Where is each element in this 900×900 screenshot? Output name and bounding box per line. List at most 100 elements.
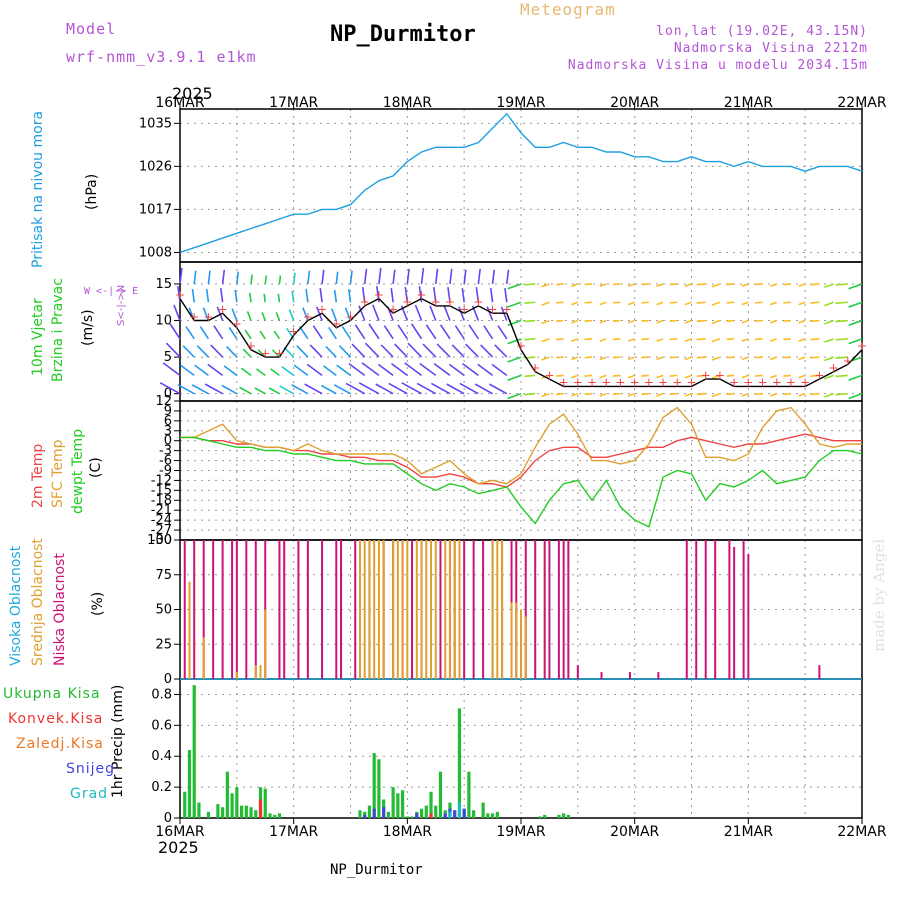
wind-gust-marker: +	[857, 339, 867, 353]
wind-gust-marker: +	[175, 288, 185, 302]
precip-bar	[495, 811, 499, 818]
wind-arrow	[754, 338, 763, 341]
wind-arrow	[246, 311, 252, 321]
wind-arrow	[524, 338, 536, 341]
wind-arrow	[270, 368, 280, 377]
wind-arrow	[824, 301, 834, 307]
wind-arrow	[848, 319, 863, 327]
wind-arrow	[244, 329, 252, 340]
model-label: Model	[66, 20, 117, 38]
wind-arrow	[177, 286, 181, 303]
wind-arrow	[810, 301, 820, 304]
wind-arrow	[669, 356, 678, 359]
wind-gust-marker: +	[743, 376, 753, 390]
ytick-label: 1017	[139, 202, 172, 217]
legend-graupel: Grad	[70, 786, 109, 802]
ytick-label: 0.6	[151, 718, 172, 733]
wind-arrow	[446, 383, 465, 395]
wind-arrow	[210, 344, 224, 358]
wind-gust-marker: +	[530, 361, 540, 375]
precip-bar	[382, 807, 386, 818]
wind-arrow	[612, 356, 621, 359]
precip-bar	[372, 753, 376, 818]
wind-arrow	[281, 365, 295, 377]
wind-arrow	[696, 283, 706, 286]
precip-bar	[443, 813, 447, 818]
wind-arrow	[219, 288, 224, 303]
wind-arrow	[741, 301, 749, 306]
precip-bar	[363, 814, 367, 818]
wind-arrow	[541, 338, 550, 343]
wind-arrow	[259, 330, 266, 340]
precip-bar	[486, 813, 490, 818]
wind-arrow	[741, 374, 749, 379]
precip-bar	[424, 805, 428, 818]
wind-gust-marker: +	[317, 303, 327, 317]
wind-arrow	[477, 363, 494, 377]
wind-arrow	[325, 345, 337, 358]
wind-arrow	[322, 365, 337, 377]
ytick-label: 0	[164, 387, 172, 402]
precip-bar	[225, 771, 229, 818]
wind-arrow	[741, 356, 749, 361]
wind-arrow	[364, 342, 380, 358]
wind-arrow	[835, 392, 848, 396]
wind-arrow	[204, 383, 224, 395]
wind-arrow	[358, 382, 380, 395]
wind-arrow	[234, 289, 238, 303]
wind-arrow	[196, 345, 209, 358]
wind-arrow	[783, 338, 792, 341]
wind-gust-marker: +	[303, 310, 313, 324]
wind-gust-marker: +	[658, 376, 668, 390]
ytick-label: 1008	[139, 245, 172, 260]
wind-arrow	[754, 301, 763, 304]
wind-arrow	[627, 374, 635, 379]
wind-arrow	[380, 344, 394, 358]
wind-arrow	[783, 374, 792, 377]
wind-arrow	[207, 270, 211, 285]
panel-frame	[179, 678, 863, 819]
wind-gust-marker: +	[729, 376, 739, 390]
wind-arrow	[177, 384, 195, 395]
wind-arrow	[507, 319, 522, 327]
wind-arrow	[571, 283, 579, 288]
wind-gust-marker: +	[473, 295, 483, 309]
wind-gust-marker: +	[331, 317, 341, 331]
wind-arrow	[711, 374, 721, 379]
wind-arrow	[711, 283, 721, 288]
wind-arrow	[486, 306, 494, 321]
wind-arrow	[430, 382, 451, 395]
wind-gust-marker: +	[459, 303, 469, 317]
wind-arrow	[783, 301, 792, 304]
wind-arrow	[221, 384, 238, 395]
precip-bar	[566, 814, 570, 818]
wind-arrow	[378, 267, 382, 285]
year-bottom: 2025	[158, 838, 199, 857]
ytick-label: 0	[164, 811, 172, 826]
wind-gust-marker: +	[402, 295, 412, 309]
wind-arrow	[277, 293, 281, 303]
wind-arrow	[798, 319, 806, 324]
wind-arrow	[179, 364, 195, 377]
wind-arrow	[491, 269, 496, 285]
wind-arrow	[835, 374, 848, 378]
wind-arrow	[213, 325, 224, 340]
wind-arrow	[363, 268, 368, 285]
precip-bar	[230, 793, 234, 818]
precip-bar	[490, 813, 495, 818]
precip-bar	[396, 793, 400, 818]
wind-arrow	[769, 283, 778, 288]
wind-gust-marker: +	[218, 303, 228, 317]
wind-arrow	[216, 306, 224, 321]
wind-arrow	[420, 267, 425, 285]
ytick-label: 75	[155, 568, 172, 583]
ytick-label: 1026	[139, 159, 172, 174]
wind-arrow	[335, 271, 339, 285]
wind-arrow	[394, 343, 408, 358]
precip-bar	[391, 787, 395, 818]
wind-arrow	[264, 275, 268, 285]
wind-arrow	[349, 270, 353, 285]
wind-arrow	[468, 324, 480, 340]
wind-arrow	[422, 343, 437, 358]
